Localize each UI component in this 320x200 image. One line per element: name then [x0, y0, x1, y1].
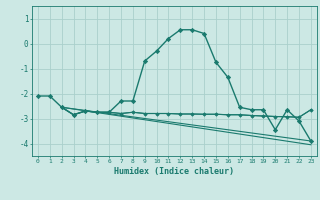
X-axis label: Humidex (Indice chaleur): Humidex (Indice chaleur): [115, 167, 234, 176]
